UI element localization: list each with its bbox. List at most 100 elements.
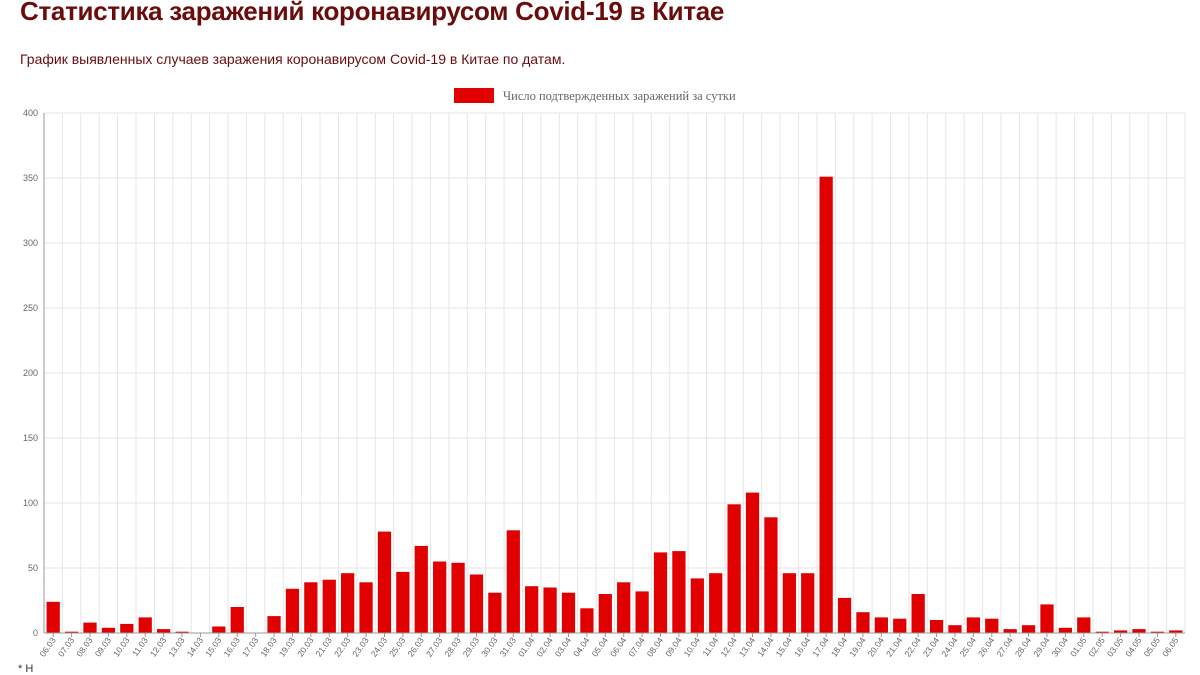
x-tick-label: 02.05 — [1086, 635, 1107, 658]
x-tick-label: 06.05 — [1160, 635, 1181, 658]
bar[interactable] — [469, 574, 484, 634]
bar[interactable] — [1058, 627, 1073, 633]
x-tick-label: 06.03 — [37, 635, 58, 658]
x-tick-label: 25.03 — [387, 635, 408, 658]
bar[interactable] — [285, 588, 300, 633]
bar[interactable] — [617, 582, 631, 633]
y-tick-label: 250 — [23, 303, 38, 313]
chart-legend[interactable]: Число подтвержденных заражений за сутки — [454, 88, 736, 103]
x-tick-label: 01.05 — [1068, 635, 1089, 658]
bar[interactable] — [580, 608, 594, 633]
footnote: * Н — [18, 663, 34, 675]
x-tick-label: 24.04 — [939, 635, 960, 658]
legend-swatch[interactable] — [454, 88, 494, 103]
bar[interactable] — [709, 573, 723, 633]
x-tick-label: 10.04 — [682, 635, 703, 658]
bar[interactable] — [893, 618, 907, 633]
bar[interactable] — [1003, 629, 1017, 633]
x-tick-label: 30.04 — [1050, 635, 1071, 658]
x-tick-label: 13.04 — [737, 635, 758, 658]
bar[interactable] — [1077, 617, 1091, 633]
bar[interactable] — [929, 620, 944, 633]
bar[interactable] — [543, 587, 557, 634]
x-tick-label: 13.03 — [166, 635, 187, 658]
y-tick-label: 100 — [23, 498, 38, 508]
x-tick-label: 12.04 — [718, 635, 739, 658]
bar[interactable] — [138, 617, 152, 633]
bar[interactable] — [46, 601, 60, 633]
x-tick-label: 12.03 — [148, 635, 169, 658]
bar[interactable] — [672, 551, 686, 633]
bar[interactable] — [598, 594, 612, 633]
chart-bars — [46, 176, 1183, 634]
bar[interactable] — [506, 530, 520, 633]
bar[interactable] — [396, 571, 410, 633]
x-tick-label: 04.04 — [571, 635, 592, 658]
x-tick-label: 14.04 — [755, 635, 776, 658]
y-tick-label: 350 — [23, 173, 38, 183]
bar[interactable] — [1169, 630, 1183, 633]
bar[interactable] — [727, 504, 741, 633]
bar[interactable] — [267, 616, 281, 633]
y-tick-label: 150 — [23, 433, 38, 443]
bar[interactable] — [175, 631, 189, 633]
bar[interactable] — [212, 626, 226, 634]
bar[interactable] — [745, 492, 760, 633]
bar[interactable] — [966, 617, 980, 633]
bar[interactable] — [1021, 625, 1036, 633]
legend-label[interactable]: Число подтвержденных заражений за сутки — [503, 89, 736, 103]
bar[interactable] — [101, 627, 116, 633]
bar[interactable] — [120, 623, 134, 633]
bar[interactable] — [359, 582, 373, 633]
x-tick-label: 05.04 — [590, 635, 611, 658]
bar-chart: 05010015020025030035040006.0307.0308.030… — [23, 88, 1186, 659]
bar[interactable] — [764, 517, 778, 633]
x-tick-label: 28.04 — [1013, 635, 1034, 658]
bar[interactable] — [83, 622, 97, 633]
x-tick-label: 02.04 — [534, 635, 555, 658]
x-tick-label: 18.03 — [258, 635, 279, 658]
bar[interactable] — [1132, 629, 1146, 633]
bar[interactable] — [1113, 630, 1128, 633]
bar[interactable] — [1040, 604, 1054, 633]
x-tick-label: 03.04 — [553, 635, 574, 658]
x-tick-label: 22.03 — [332, 635, 353, 658]
bar[interactable] — [451, 562, 465, 633]
x-tick-label: 05.05 — [1142, 635, 1163, 658]
bar[interactable] — [911, 594, 925, 633]
bar[interactable] — [561, 592, 576, 633]
bar[interactable] — [856, 612, 870, 633]
bar[interactable] — [341, 573, 355, 633]
bar[interactable] — [304, 582, 318, 633]
bar[interactable] — [1095, 631, 1109, 633]
x-tick-label: 22.04 — [902, 635, 923, 658]
bar[interactable] — [635, 591, 649, 633]
x-tick-label: 17.04 — [810, 635, 831, 658]
x-tick-label: 17.03 — [240, 635, 261, 658]
x-tick-label: 30.03 — [479, 635, 500, 658]
bar[interactable] — [837, 597, 852, 633]
x-tick-label: 24.03 — [369, 635, 390, 658]
bar[interactable] — [64, 631, 79, 633]
bar[interactable] — [1150, 631, 1165, 633]
bar[interactable] — [525, 586, 539, 633]
x-tick-label: 21.03 — [313, 635, 334, 658]
bar[interactable] — [985, 618, 999, 633]
x-tick-label: 29.04 — [1031, 635, 1052, 658]
bar[interactable] — [414, 545, 428, 633]
x-tick-label: 25.04 — [958, 635, 979, 658]
bar[interactable] — [874, 617, 888, 633]
bar[interactable] — [156, 629, 171, 633]
bar[interactable] — [801, 573, 815, 633]
bar[interactable] — [819, 176, 833, 633]
bar[interactable] — [230, 607, 244, 633]
bar[interactable] — [377, 531, 392, 633]
bar[interactable] — [653, 552, 668, 633]
bar[interactable] — [948, 625, 962, 633]
bar[interactable] — [488, 592, 502, 633]
x-tick-label: 10.03 — [111, 635, 132, 658]
bar[interactable] — [690, 578, 704, 633]
bar[interactable] — [782, 573, 796, 633]
bar[interactable] — [322, 579, 336, 633]
bar[interactable] — [433, 561, 447, 634]
